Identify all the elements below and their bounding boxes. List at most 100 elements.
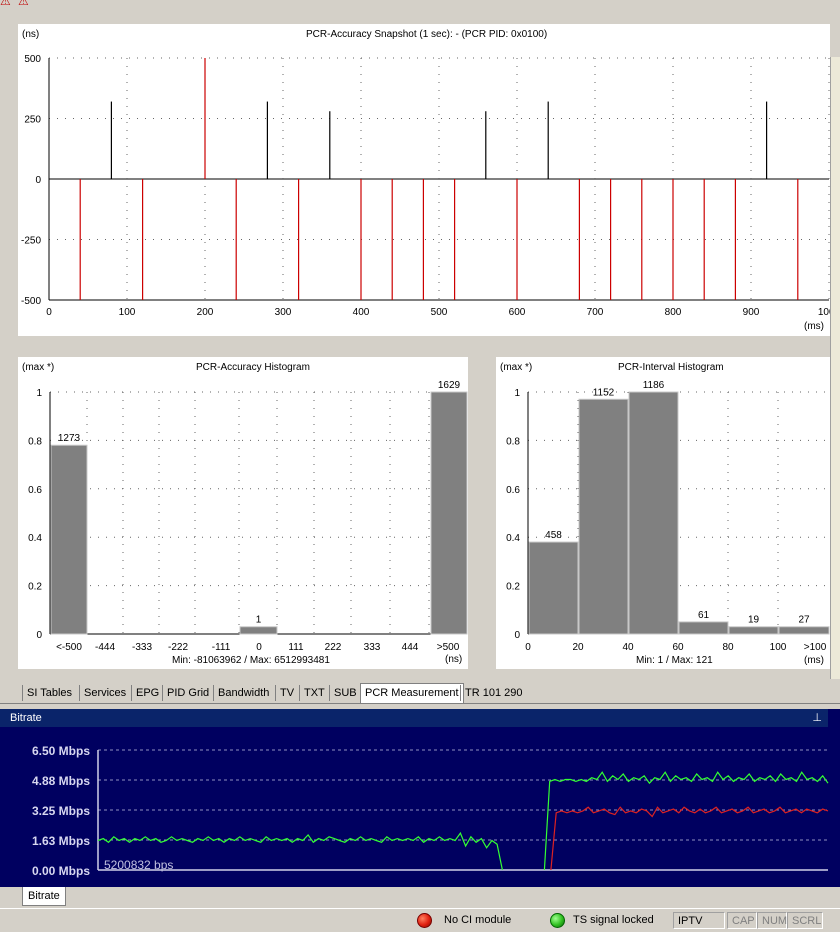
tab-sub[interactable]: SUB (329, 685, 361, 701)
hist-ytick-label: 1 (514, 388, 520, 399)
hist-xtick-label: 111 (288, 642, 304, 653)
hist-xtick-label: 80 (722, 642, 734, 653)
bitrate-title-label: Bitrate (10, 712, 42, 724)
snapshot-ylabel: (ns) (22, 29, 40, 40)
histogram-bar (728, 626, 779, 635)
hist-xtick-label: 40 (622, 642, 634, 653)
vertical-scrollbar[interactable] (830, 57, 840, 679)
hist-xtick-label: 20 (572, 642, 584, 653)
pin-icon[interactable]: ⊥ (812, 712, 822, 724)
int-hist-minmax: Min: 1 / Max: 121 (636, 655, 713, 666)
cap-indicator: CAP (727, 912, 757, 929)
histogram-bar (528, 541, 579, 635)
snapshot-ytick-label: 0 (35, 175, 41, 186)
histogram-bar (430, 391, 468, 635)
warning-icon[interactable]: ⚠ (0, 0, 11, 8)
hist-xtick-label: >100 (804, 642, 827, 653)
pcr-interval-histogram-panel: 1 0.8 0.6 0.4 0.2 0 458 1152 1186 61 19 27 0 20 40 60 80… (496, 357, 830, 669)
snapshot-xtick-label: 600 (509, 307, 526, 318)
hist-ytick-label: 1 (36, 388, 42, 399)
bitrate-series-line (550, 806, 829, 871)
histogram-bar-label: 19 (748, 615, 760, 626)
signal-status-led-icon (550, 913, 565, 928)
bitrate-ytick-label: 6.50 Mbps (32, 744, 90, 758)
hist-xtick-label: -111 (212, 642, 231, 653)
bottom-tab-strip: Bitrate (0, 887, 840, 908)
tab-si-tables[interactable]: SI Tables (22, 685, 76, 701)
snapshot-xtick-label: 100 (119, 307, 136, 318)
ci-status-led-icon (417, 913, 432, 928)
acc-hist-ylabel: (max *) (22, 362, 55, 373)
hist-ytick-label: 0.8 (506, 436, 520, 447)
hist-xtick-label: -333 (132, 642, 152, 653)
top-toolbar: ⚠ ⚠ (0, 0, 840, 8)
tab-tv[interactable]: TV (275, 685, 298, 701)
bitrate-ytick-label: 3.25 Mbps (32, 804, 90, 818)
snapshot-ytick-label: 500 (24, 54, 41, 65)
hist-xtick-label: 0 (525, 642, 531, 653)
hist-xtick-label: <-500 (56, 642, 82, 653)
bitrate-ytick-label: 0.00 Mbps (32, 864, 90, 878)
tab-pid-grid[interactable]: PID Grid (162, 685, 213, 701)
hist-ytick-label: 0.2 (506, 582, 520, 593)
bitrate-readout: 5200832 bps (104, 858, 174, 872)
snapshot-ytick-label: -500 (21, 296, 41, 307)
tab-pcr-measurement[interactable]: PCR Measurement (360, 683, 464, 703)
bitrate-series-line (97, 771, 829, 871)
warning-icon[interactable]: ⚠ (18, 0, 29, 8)
histogram-bar-label: 1152 (593, 387, 615, 398)
tab-bandwidth[interactable]: Bandwidth (213, 685, 273, 701)
histogram-bar-label: 1629 (438, 380, 461, 391)
hist-xtick-label: -444 (95, 642, 115, 653)
acc-hist-xunit: (ns) (445, 654, 463, 665)
hist-xtick-label: 60 (672, 642, 684, 653)
snapshot-xtick-label: 900 (743, 307, 760, 318)
snapshot-ytick-label: -250 (21, 236, 41, 247)
hist-xtick-label: 222 (325, 642, 342, 653)
pcr-snapshot-chart: 500 250 0 -250 -500 0 100 200 300 400 500 600 700 800… (21, 54, 830, 318)
snapshot-xtick-label: 400 (353, 307, 370, 318)
hist-xtick-label: -222 (168, 642, 188, 653)
histogram-bar-label: 61 (698, 610, 710, 621)
tab-services[interactable]: Services (79, 685, 130, 701)
signal-status-text: TS signal locked (573, 914, 654, 926)
pcr-accuracy-histogram-panel: 1 0.8 0.6 0.4 0.2 0 1273 1 1629 <-500 -444 -333 -222… (18, 357, 468, 669)
scrl-indicator: SCRL (787, 912, 823, 929)
num-indicator: NUM (757, 912, 787, 929)
int-hist-title: PCR-Interval Histogram (618, 362, 724, 373)
tab-bitrate[interactable]: Bitrate (22, 887, 66, 906)
histogram-bar-label: 458 (545, 530, 562, 541)
histogram-bar-label: 1186 (643, 380, 665, 391)
tab-txt[interactable]: TXT (299, 685, 329, 701)
snapshot-xtick-label: 1000 (818, 307, 830, 318)
ci-status-text: No CI module (444, 914, 512, 926)
tab-epg[interactable]: EPG (131, 685, 163, 701)
pcr-snapshot-panel: 500 250 0 -250 -500 0 100 200 300 400 500 600 700 800… (18, 24, 830, 336)
hist-xtick-label: >500 (437, 642, 460, 653)
bitrate-panel: 6.50 Mbps 4.88 Mbps 3.25 Mbps 1.63 Mbps 0.00… (0, 709, 840, 887)
hist-ytick-label: 0.6 (506, 485, 520, 496)
histogram-bar-label: 27 (798, 615, 810, 626)
acc-hist-minmax: Min: -81063962 / Max: 6512993481 (172, 655, 330, 666)
main-tab-strip: SI Tables Services EPG PID Grid Bandwidt… (0, 683, 840, 704)
histogram-bar (778, 626, 830, 635)
histogram-bar (578, 398, 629, 635)
acc-hist-title: PCR-Accuracy Histogram (196, 362, 310, 373)
histogram-bar (239, 626, 278, 635)
hist-xtick-label: 333 (364, 642, 381, 653)
hist-xtick-label: 100 (770, 642, 787, 653)
bitrate-ytick-label: 1.63 Mbps (32, 834, 90, 848)
snapshot-xtick-label: 300 (275, 307, 292, 318)
bitrate-ytick-label: 4.88 Mbps (32, 774, 90, 788)
histogram-bar (678, 621, 729, 635)
hist-ytick-label: 0 (514, 630, 520, 641)
snapshot-xtick-label: 500 (431, 307, 448, 318)
hist-xtick-label: 444 (402, 642, 419, 653)
hist-ytick-label: 0.4 (506, 533, 520, 544)
int-hist-xunit: (ms) (804, 655, 824, 666)
pcr-accuracy-histogram-chart: 1 0.8 0.6 0.4 0.2 0 1273 1 1629 <-500 -444 -333 -222… (28, 380, 468, 653)
snapshot-xunit: (ms) (804, 321, 824, 332)
hist-ytick-label: 0 (36, 630, 42, 641)
snapshot-xtick-label: 700 (587, 307, 604, 318)
tab-tr-101-290[interactable]: TR 101 290 (460, 685, 526, 701)
